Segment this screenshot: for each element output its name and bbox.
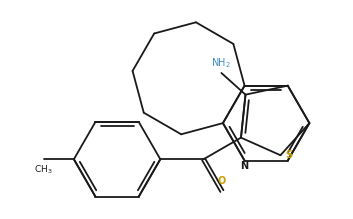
Text: CH$_3$: CH$_3$ <box>34 164 53 176</box>
Text: S: S <box>285 150 292 160</box>
Text: N: N <box>240 161 249 171</box>
Text: NH$_2$: NH$_2$ <box>211 56 231 69</box>
Text: O: O <box>218 176 226 186</box>
